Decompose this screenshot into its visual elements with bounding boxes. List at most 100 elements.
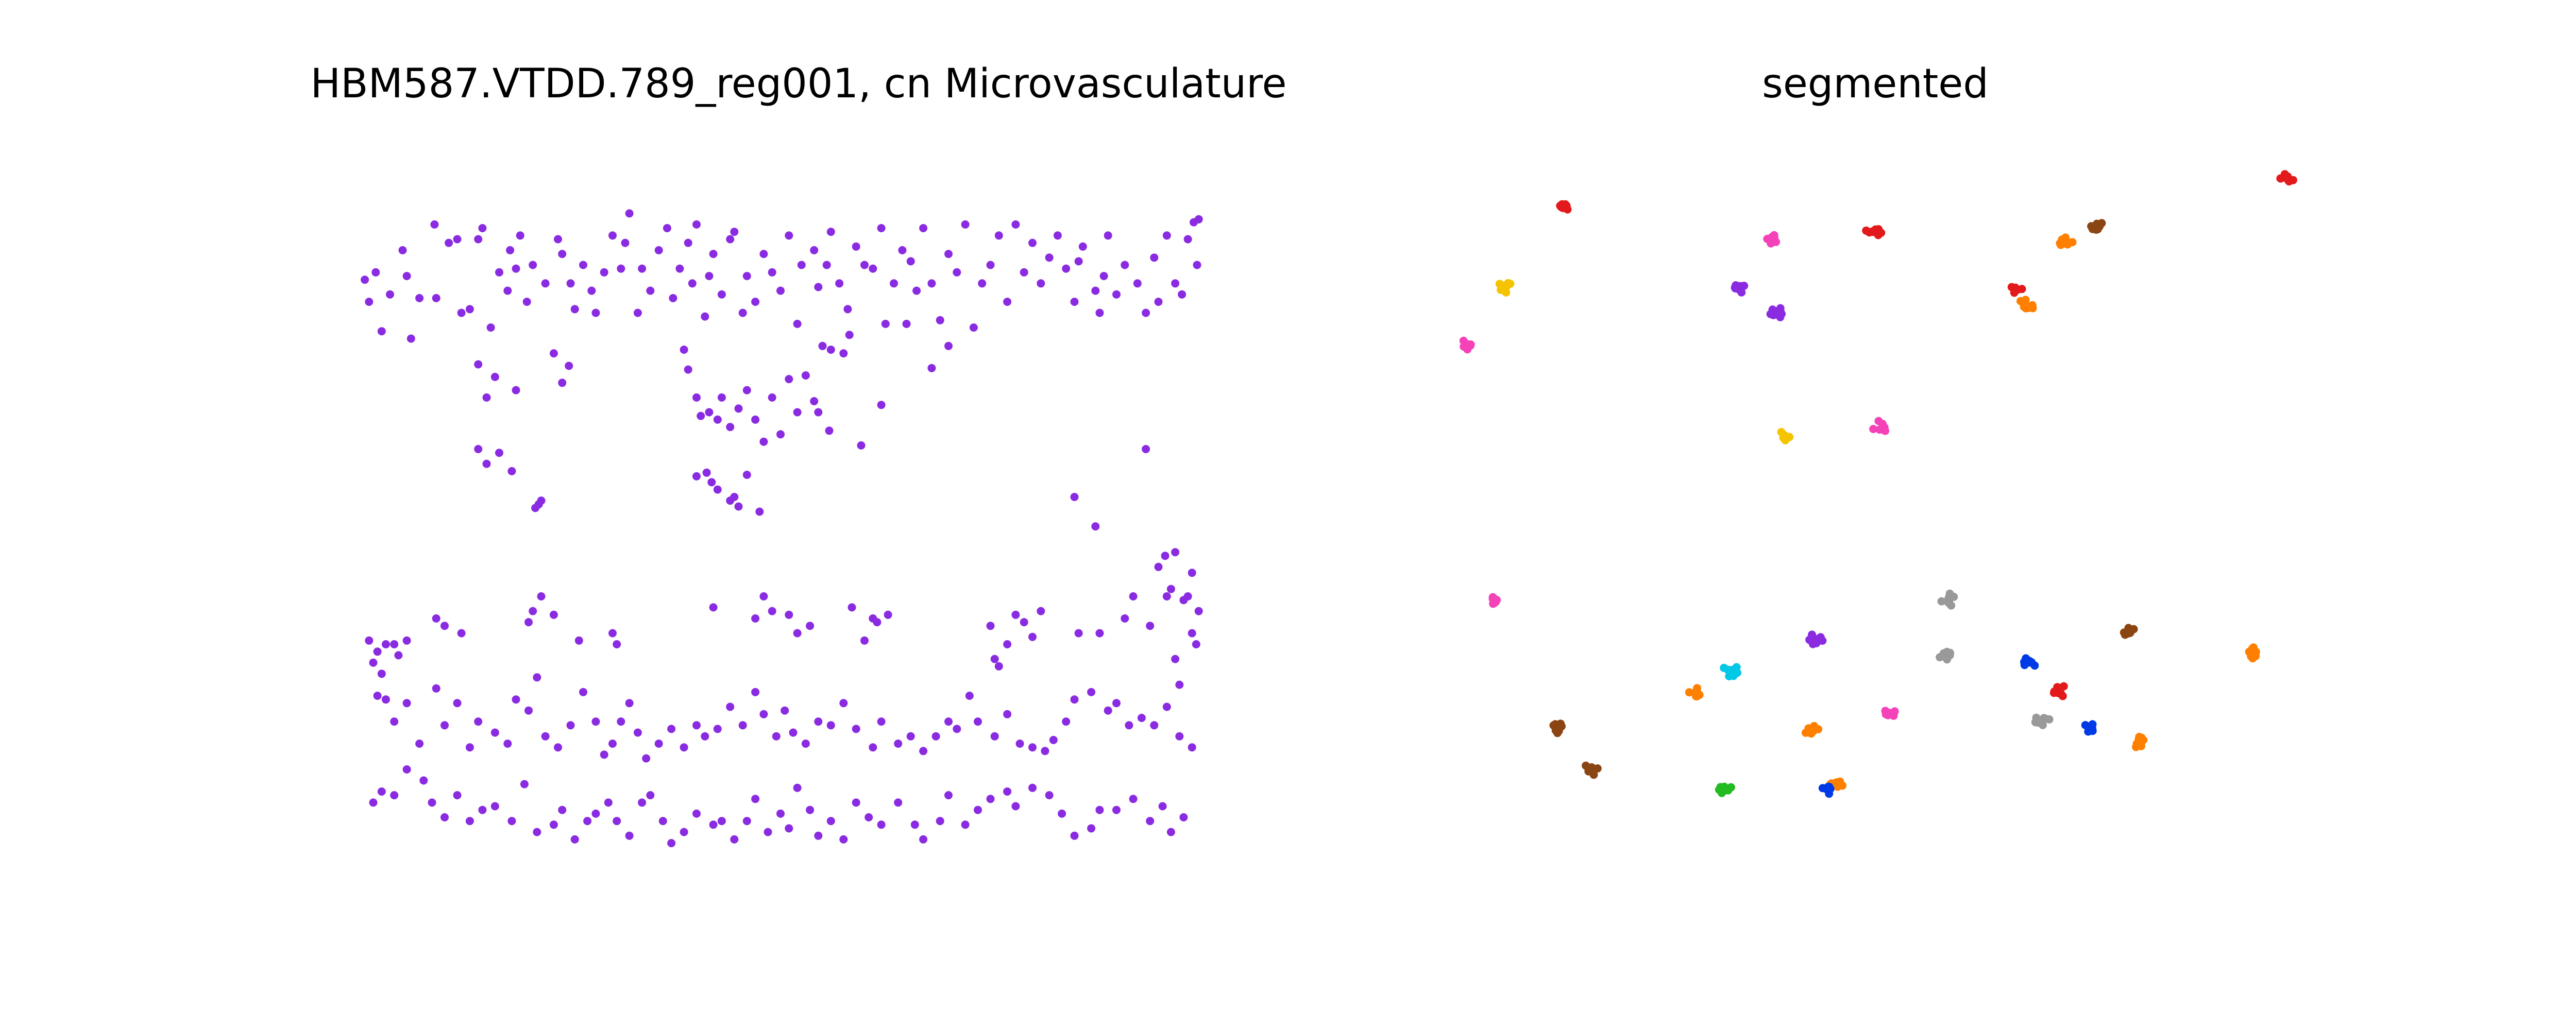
data-point: [826, 721, 835, 730]
data-point: [994, 662, 1003, 671]
data-point: [701, 732, 709, 741]
cluster-point: [2249, 643, 2258, 652]
data-point: [503, 286, 512, 295]
data-point: [877, 401, 886, 409]
data-point: [1112, 699, 1121, 708]
data-point: [1028, 238, 1037, 247]
data-point: [591, 308, 600, 317]
data-point: [890, 279, 898, 288]
data-point: [558, 250, 567, 259]
data-point: [684, 365, 692, 374]
data-point: [600, 750, 608, 759]
data-point: [512, 386, 520, 394]
data-point: [701, 312, 709, 321]
data-point: [390, 791, 399, 800]
data-point: [1028, 743, 1037, 752]
data-point: [402, 272, 411, 280]
data-point: [1192, 640, 1200, 648]
data-point: [1003, 298, 1012, 306]
data-point: [381, 640, 390, 648]
data-point: [1053, 231, 1062, 240]
data-point: [529, 607, 537, 615]
data-point: [818, 341, 827, 350]
data-point: [742, 471, 751, 479]
cluster-point: [1809, 725, 1818, 734]
data-point: [600, 268, 608, 277]
data-point: [1137, 714, 1146, 722]
data-point: [865, 813, 873, 821]
data-point: [768, 393, 776, 402]
left-panel: HBM587.VTDD.789_reg001, cn Microvasculat…: [310, 61, 1287, 848]
data-point: [713, 415, 722, 424]
data-point: [1095, 805, 1104, 814]
data-point: [608, 740, 617, 748]
data-point: [1011, 220, 1020, 229]
data-point: [884, 610, 892, 619]
data-point: [633, 308, 642, 317]
chart-title: HBM587.VTDD.789_reg001, cn Microvasculat…: [310, 61, 1287, 107]
data-point: [402, 636, 411, 645]
data-point: [702, 468, 711, 477]
data-point: [390, 717, 399, 726]
data-point: [768, 268, 776, 277]
data-point: [541, 732, 550, 741]
data-point: [730, 228, 739, 236]
data-point: [881, 319, 890, 328]
data-point: [801, 371, 810, 380]
data-point: [1091, 522, 1100, 531]
data-point: [806, 805, 815, 814]
cluster-point: [1718, 788, 1726, 797]
data-point: [520, 780, 529, 788]
data-point: [1099, 272, 1108, 280]
data-point: [751, 415, 760, 424]
data-point: [1142, 308, 1150, 317]
data-point: [512, 264, 520, 273]
data-point: [709, 820, 718, 829]
data-point: [1070, 493, 1079, 501]
data-point: [1194, 607, 1203, 615]
data-point: [944, 717, 953, 726]
cluster-point: [2030, 661, 2039, 670]
cluster-point: [1936, 653, 1944, 662]
cluster-point: [2018, 285, 2026, 294]
data-point: [869, 743, 877, 752]
data-point: [1166, 828, 1175, 836]
data-point: [608, 629, 617, 638]
data-point: [402, 699, 411, 708]
data-point: [1162, 592, 1171, 600]
cluster-point: [1557, 722, 1566, 731]
data-point: [549, 610, 558, 619]
data-point: [835, 279, 844, 288]
data-point: [717, 817, 726, 826]
data-point: [713, 485, 722, 494]
cluster-point: [2124, 624, 2133, 632]
data-point: [1179, 813, 1188, 821]
data-point: [646, 286, 655, 295]
data-point: [692, 721, 701, 730]
data-point: [490, 372, 499, 381]
data-point: [1171, 655, 1180, 663]
data-point: [936, 817, 944, 826]
data-point: [1133, 279, 1142, 288]
data-point: [717, 290, 726, 299]
data-point: [1074, 257, 1083, 266]
data-point: [781, 706, 789, 715]
data-point: [638, 264, 647, 273]
data-point: [902, 319, 911, 328]
data-point: [684, 238, 692, 247]
cluster-point: [2132, 743, 2140, 751]
data-point: [961, 220, 970, 229]
data-point: [474, 717, 483, 726]
cluster-point: [1805, 636, 1814, 644]
data-point: [1087, 688, 1096, 696]
data-point: [1146, 817, 1155, 826]
data-point: [1070, 831, 1079, 840]
data-point: [1028, 783, 1037, 792]
data-point: [478, 805, 487, 814]
data-point: [457, 308, 466, 317]
data-point: [1045, 253, 1054, 262]
data-point: [680, 346, 688, 354]
data-point: [931, 732, 940, 741]
data-point: [482, 393, 491, 402]
data-point: [742, 272, 751, 280]
